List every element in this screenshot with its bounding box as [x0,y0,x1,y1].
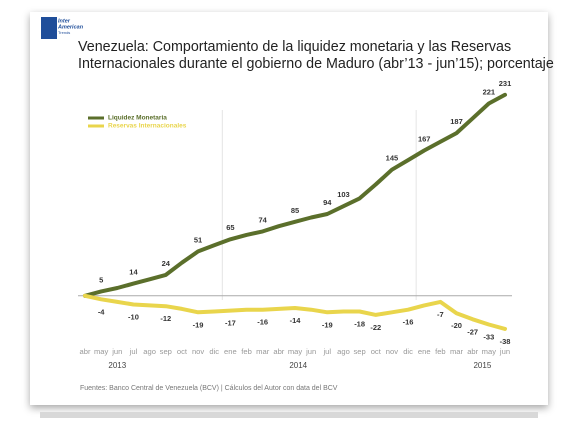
data-label: -38 [500,337,511,346]
data-label: -27 [467,327,478,336]
data-label: 65 [226,223,234,232]
data-label: -17 [225,319,236,328]
data-label: 24 [162,259,171,268]
chart-title: Venezuela: Comportamiento de la liquidez… [78,39,511,55]
x-tick-label: sep [353,347,365,356]
year-label: 2013 [108,361,126,370]
x-tick-label: jul [323,347,332,356]
x-tick-label: jun [305,347,316,356]
x-tick-label: oct [177,347,188,356]
chart-title: Internacionales durante el gobierno de M… [78,56,554,72]
x-tick-label: mar [256,347,270,356]
data-label: 14 [129,268,138,277]
legend-label: Liquidez Monetaria [108,115,167,122]
x-tick-label: ago [143,347,156,356]
data-label: 94 [323,198,332,207]
legend-label: Reservas Internacionales [108,123,187,130]
x-tick-label: mar [450,347,464,356]
data-label: -4 [98,307,105,316]
data-label: 187 [450,117,463,126]
x-tick-label: may [288,347,303,356]
x-tick-label: abr [80,347,91,356]
year-label: 2014 [289,361,307,370]
x-tick-label: nov [192,347,204,356]
logo-text: American [57,24,84,30]
data-label: 167 [418,134,431,143]
data-label: 231 [499,79,512,88]
logo-text: Trends [58,30,70,35]
data-label: -33 [483,332,494,341]
data-label: 145 [386,154,399,163]
x-tick-label: jul [129,347,138,356]
x-tick-label: ene [418,347,431,356]
x-tick-label: abr [467,347,478,356]
data-label: -10 [128,312,139,321]
data-label: 221 [483,88,496,97]
x-tick-label: dic [403,347,413,356]
data-label: -12 [160,314,171,323]
slide [30,12,548,405]
data-label: -18 [354,319,365,328]
data-label: -20 [451,321,462,330]
data-label: 103 [337,190,350,199]
source-note: Fuentes: Banco Central de Venezuela (BCV… [80,385,338,392]
x-tick-label: ene [224,347,237,356]
x-tick-label: sep [160,347,172,356]
x-tick-label: dic [209,347,219,356]
logo-mark [41,17,57,39]
data-label: 74 [259,215,268,224]
x-tick-label: jun [111,347,122,356]
data-label: -19 [322,320,333,329]
data-label: 85 [291,206,299,215]
year-label: 2015 [473,361,491,370]
data-label: 51 [194,235,202,244]
series-line [83,92,507,298]
x-tick-label: abr [273,347,284,356]
x-tick-label: may [94,347,109,356]
x-tick-label: nov [386,347,398,356]
x-tick-label: ago [337,347,350,356]
x-tick-label: feb [241,347,252,356]
series-line [83,293,507,331]
data-label: -14 [290,316,302,325]
x-tick-label: oct [371,347,382,356]
data-label: -22 [370,323,381,332]
x-tick-label: feb [435,347,446,356]
x-tick-label: jun [499,347,510,356]
data-label: -16 [403,318,414,327]
data-label: -16 [257,318,268,327]
data-label: 5 [99,275,103,284]
logo-text: Inter [58,18,71,24]
x-tick-label: may [482,347,497,356]
data-label: -19 [193,320,204,329]
slide-reflection [40,412,538,418]
data-label: -7 [437,310,444,319]
